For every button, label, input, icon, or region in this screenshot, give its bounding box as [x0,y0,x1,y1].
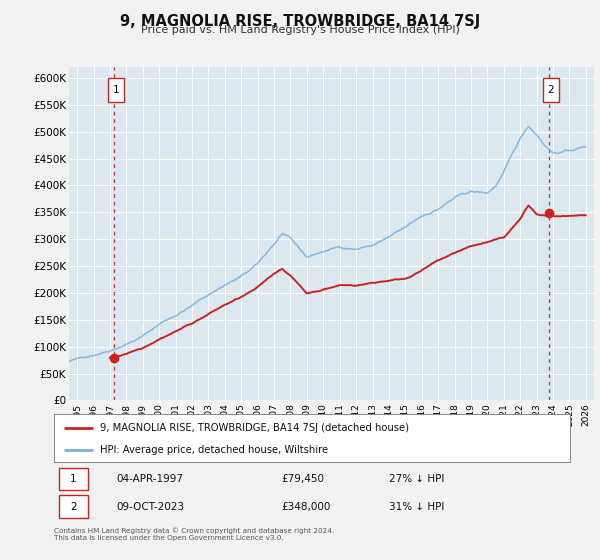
Text: 1: 1 [70,474,77,484]
Text: 09-OCT-2023: 09-OCT-2023 [116,502,184,511]
Text: 1: 1 [113,85,119,95]
Text: £79,450: £79,450 [281,474,324,484]
Text: HPI: Average price, detached house, Wiltshire: HPI: Average price, detached house, Wilt… [100,445,329,455]
Text: 04-APR-1997: 04-APR-1997 [116,474,183,484]
Text: Contains HM Land Registry data © Crown copyright and database right 2024.
This d: Contains HM Land Registry data © Crown c… [54,528,334,541]
FancyBboxPatch shape [59,468,88,490]
Text: 2: 2 [548,85,554,95]
FancyBboxPatch shape [542,78,559,102]
Text: £348,000: £348,000 [281,502,331,511]
Text: Price paid vs. HM Land Registry's House Price Index (HPI): Price paid vs. HM Land Registry's House … [140,25,460,35]
Text: 31% ↓ HPI: 31% ↓ HPI [389,502,445,511]
FancyBboxPatch shape [108,78,124,102]
Text: 9, MAGNOLIA RISE, TROWBRIDGE, BA14 7SJ (detached house): 9, MAGNOLIA RISE, TROWBRIDGE, BA14 7SJ (… [100,423,409,433]
Text: 9, MAGNOLIA RISE, TROWBRIDGE, BA14 7SJ: 9, MAGNOLIA RISE, TROWBRIDGE, BA14 7SJ [120,14,480,29]
FancyBboxPatch shape [59,496,88,517]
Text: 27% ↓ HPI: 27% ↓ HPI [389,474,445,484]
Text: 2: 2 [70,502,77,511]
